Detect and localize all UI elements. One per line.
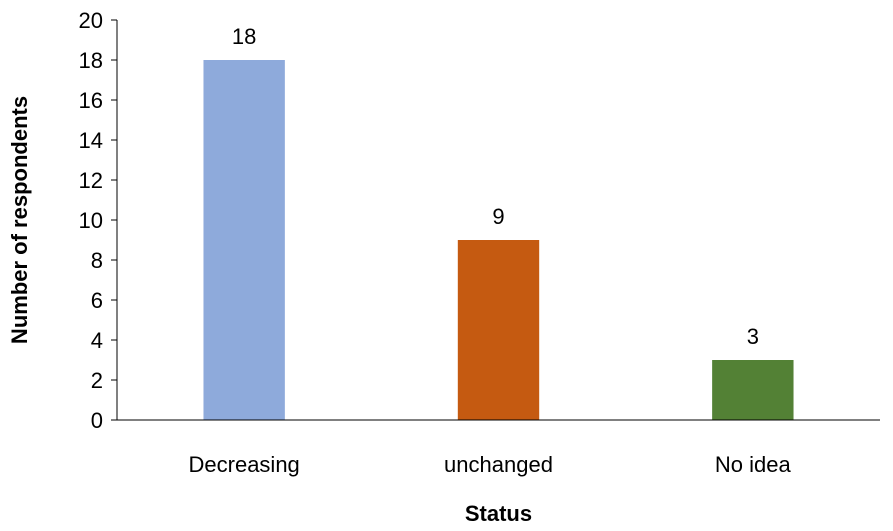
data-label: 3 — [747, 324, 759, 349]
y-axis-ticks: 0 2 4 6 8 10 12 14 16 18 20 — [79, 8, 117, 433]
y-tick-label: 18 — [79, 48, 103, 73]
bars — [203, 60, 794, 420]
data-label: 9 — [492, 204, 504, 229]
data-label: 18 — [232, 24, 256, 49]
y-tick-label: 16 — [79, 88, 103, 113]
y-tick-label: 4 — [91, 328, 103, 353]
x-category-label: unchanged — [444, 452, 553, 477]
bar-unchanged — [457, 240, 540, 420]
bar-no-idea — [712, 360, 794, 420]
y-tick-label: 10 — [79, 208, 103, 233]
x-axis-category-labels: Decreasing unchanged No idea — [189, 452, 792, 477]
bar-decreasing — [203, 60, 285, 420]
x-category-label: No idea — [715, 452, 792, 477]
y-tick-label: 14 — [79, 128, 103, 153]
y-tick-label: 12 — [79, 168, 103, 193]
y-tick-label: 8 — [91, 248, 103, 273]
y-tick-label: 6 — [91, 288, 103, 313]
x-category-label: Decreasing — [189, 452, 300, 477]
y-axis-title: Number of respondents — [7, 96, 32, 344]
y-tick-label: 20 — [79, 8, 103, 33]
y-tick-label: 0 — [91, 408, 103, 433]
x-axis-title: Status — [465, 501, 532, 526]
y-tick-label: 2 — [91, 368, 103, 393]
